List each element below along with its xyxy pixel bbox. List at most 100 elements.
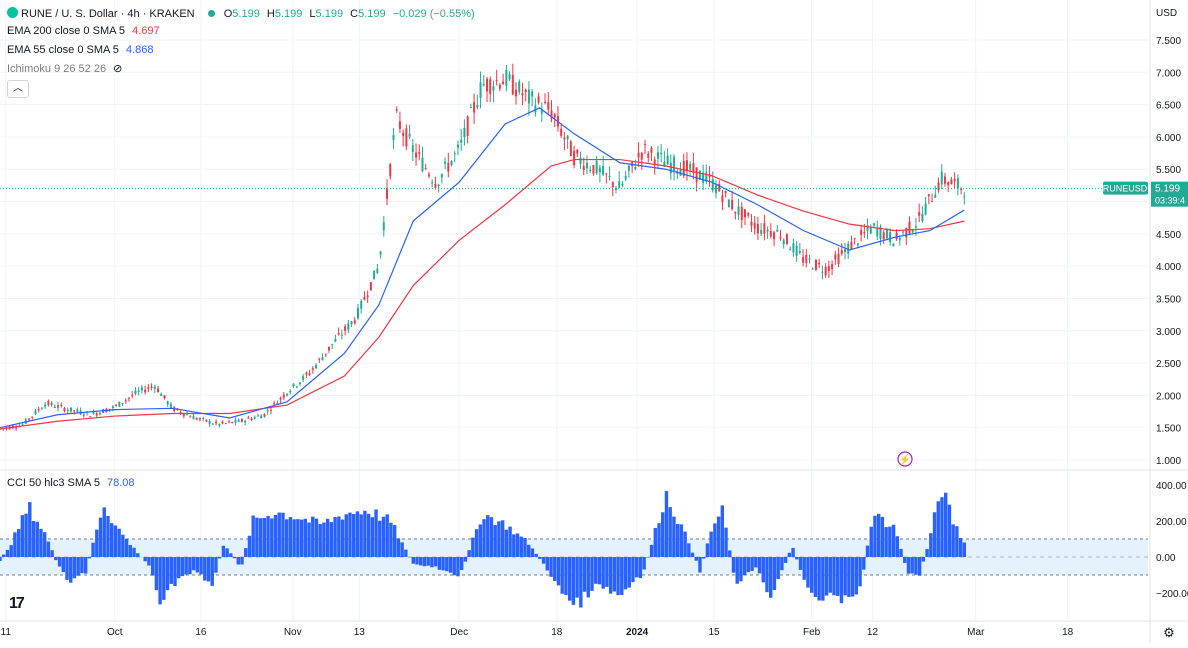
candle-body xyxy=(499,85,501,89)
cci-bar xyxy=(791,548,794,557)
cci-bar xyxy=(103,507,106,557)
candle-body xyxy=(954,179,956,182)
cci-bar xyxy=(910,557,913,573)
candle-body xyxy=(563,138,565,140)
cci-bar xyxy=(400,542,403,557)
candle-body xyxy=(367,296,369,297)
candle-body xyxy=(260,416,262,419)
candle-body xyxy=(454,153,456,154)
hidden-eye-icon[interactable]: ⊘ xyxy=(113,63,122,75)
currency-label[interactable]: USD xyxy=(1156,8,1177,19)
cci-bar xyxy=(881,517,884,557)
price-tick-label: 6.000 xyxy=(1156,133,1181,144)
cci-bar xyxy=(285,519,288,557)
candle-body xyxy=(234,420,236,423)
candle-body xyxy=(457,145,459,148)
cci-bar xyxy=(747,557,750,572)
candle-body xyxy=(231,422,233,423)
cci-bar xyxy=(199,557,202,574)
cci-bar xyxy=(691,553,694,557)
candle-body xyxy=(338,333,340,335)
collapse-legend-button[interactable]: ︿ xyxy=(7,80,29,98)
candle-body xyxy=(131,395,133,396)
ema200-legend[interactable]: EMA 200 close 0 SMA 5 4.697 xyxy=(7,25,164,37)
candle-body xyxy=(76,409,78,411)
cci-bar xyxy=(359,514,362,557)
time-tick-label: 13 xyxy=(354,627,366,638)
candle-body xyxy=(392,135,394,140)
candle-body xyxy=(799,251,801,253)
cci-bar xyxy=(326,519,329,557)
cci-bar xyxy=(91,543,94,557)
candle-body xyxy=(396,109,398,111)
candle-body xyxy=(941,172,943,185)
cci-bar xyxy=(192,557,195,570)
candle-body xyxy=(915,226,917,227)
candle-body xyxy=(812,269,814,270)
symbol-title[interactable]: RUNE / U. S. Dollar · 4h · KRAKEN xyxy=(21,8,195,20)
ichimoku-legend[interactable]: Ichimoku 9 26 52 26 ⊘ xyxy=(7,62,126,75)
cci-bar xyxy=(382,517,385,557)
cci-bar xyxy=(914,557,917,575)
tradingview-logo-icon[interactable]: 17 xyxy=(9,595,23,613)
candle-body xyxy=(850,242,852,250)
cci-bar xyxy=(117,529,120,557)
cci-bar xyxy=(147,557,150,566)
cci-bar xyxy=(430,557,433,567)
ichimoku-label: Ichimoku 9 26 52 26 xyxy=(7,63,106,75)
price-tick-label: 6.500 xyxy=(1156,101,1181,112)
cci-bar xyxy=(337,516,340,557)
low-label: L xyxy=(309,8,315,20)
candle-body xyxy=(138,390,140,391)
cci-bar xyxy=(709,532,712,557)
candle-body xyxy=(405,128,407,146)
cci-bar xyxy=(587,557,590,597)
cci-bar xyxy=(39,529,42,557)
settings-gear-icon[interactable]: ⚙ xyxy=(1163,625,1175,640)
candle-body xyxy=(586,163,588,168)
cci-bar xyxy=(884,527,887,557)
cci-bar xyxy=(687,543,690,557)
cci-bar xyxy=(296,519,299,557)
cci-bar xyxy=(613,557,616,591)
candle-body xyxy=(931,201,933,202)
candle-body xyxy=(547,102,549,109)
candle-body xyxy=(583,166,585,170)
candle-body xyxy=(480,82,482,98)
cci-bar xyxy=(270,518,273,557)
candle-body xyxy=(531,91,533,96)
cci-bar xyxy=(877,514,880,557)
candle-body xyxy=(351,321,353,324)
cci-bar xyxy=(493,525,496,557)
time-tick-label: 18 xyxy=(1062,627,1074,638)
price-tick-label: 7.000 xyxy=(1156,68,1181,79)
ema55-legend[interactable]: EMA 55 close 0 SMA 5 4.868 xyxy=(7,44,157,56)
candle-body xyxy=(947,182,949,185)
price-tick-label: 4.500 xyxy=(1156,230,1181,241)
candle-body xyxy=(463,128,465,137)
cci-bar xyxy=(426,557,429,566)
cci-bar xyxy=(211,557,214,586)
cci-bar xyxy=(76,557,79,576)
cci-bar xyxy=(903,557,906,563)
candle-body xyxy=(838,254,840,264)
time-tick-label: Nov xyxy=(284,627,302,638)
cci-bar xyxy=(575,557,578,598)
candle-body xyxy=(599,168,601,172)
candle-body xyxy=(354,320,356,323)
candle-body xyxy=(476,105,478,107)
cci-legend[interactable]: CCI 50 hlc3 SMA 5 78.08 xyxy=(7,477,139,489)
candle-body xyxy=(157,389,159,392)
candle-body xyxy=(805,255,807,263)
cci-bar xyxy=(363,511,366,557)
candle-body xyxy=(380,252,382,255)
candle-body xyxy=(712,179,714,190)
cci-bar xyxy=(456,557,459,576)
cci-bar xyxy=(646,557,649,558)
candle-body xyxy=(934,195,936,198)
cci-bar xyxy=(28,502,31,557)
cci-bar xyxy=(62,557,65,572)
candle-body xyxy=(438,185,440,187)
